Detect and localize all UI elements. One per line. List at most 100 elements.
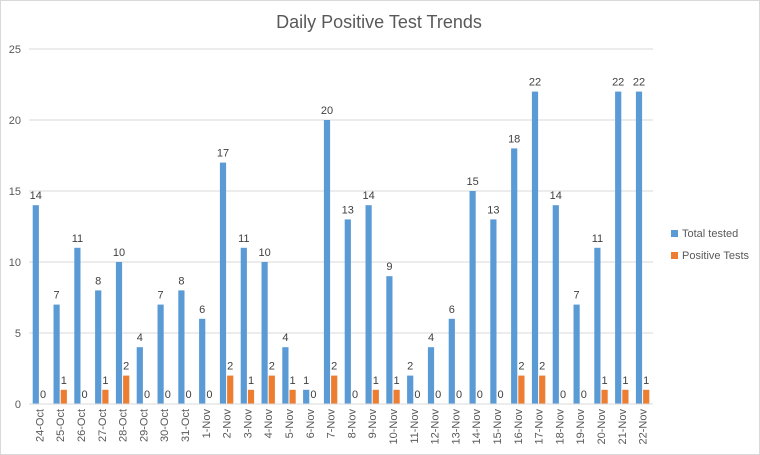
- bar-positive-tests: [643, 389, 650, 404]
- data-label-positive-tests: 0: [352, 389, 358, 401]
- bar-total-tested: [615, 91, 622, 404]
- data-label-total-tested: 8: [95, 275, 101, 287]
- bar-positive-tests: [539, 375, 546, 404]
- data-label-total-tested: 1: [303, 375, 309, 387]
- data-label-total-tested: 22: [529, 77, 541, 89]
- data-label-total-tested: 10: [258, 247, 270, 259]
- x-tick-label: 15-Nov: [492, 409, 504, 445]
- data-label-total-tested: 20: [321, 105, 333, 117]
- x-tick-label: 3-Nov: [242, 409, 254, 439]
- data-label-positive-tests: 1: [643, 375, 649, 387]
- data-label-total-tested: 15: [466, 176, 478, 188]
- data-label-positive-tests: 0: [498, 389, 504, 401]
- bar-total-tested: [219, 162, 227, 404]
- data-label-positive-tests: 1: [248, 375, 254, 387]
- bar-positive-tests: [372, 389, 379, 404]
- data-label-total-tested: 14: [362, 190, 374, 202]
- x-tick-label: 25-Oct: [55, 409, 67, 442]
- bar-total-tested: [490, 219, 497, 404]
- bar-positive-tests: [60, 389, 67, 404]
- x-tick-label: 24-Oct: [34, 409, 46, 442]
- data-label-positive-tests: 0: [310, 389, 316, 401]
- data-label-positive-tests: 1: [373, 375, 379, 387]
- x-tick-label: 16-Nov: [513, 409, 525, 445]
- bar-total-tested: [303, 389, 310, 404]
- data-label-total-tested: 13: [487, 204, 499, 216]
- x-tick-label: 8-Nov: [346, 409, 358, 439]
- x-tick-label: 17-Nov: [534, 409, 546, 445]
- bar-total-tested: [511, 148, 518, 404]
- bar-total-tested: [531, 91, 539, 404]
- bar-total-tested: [469, 191, 476, 404]
- data-label-total-tested: 4: [282, 332, 288, 344]
- bar-total-tested: [95, 290, 102, 404]
- legend: Total tested Positive Tests: [671, 228, 750, 262]
- bar-total-tested: [386, 276, 393, 404]
- bar-total-tested: [448, 318, 455, 404]
- y-tick-label: 25: [9, 44, 21, 56]
- x-tick-label: 22-Nov: [638, 409, 650, 445]
- data-label-positive-tests: 0: [186, 389, 192, 401]
- data-label-positive-tests: 0: [40, 389, 46, 401]
- data-label-total-tested: 11: [592, 233, 603, 245]
- data-label-total-tested: 14: [550, 190, 562, 202]
- data-label-positive-tests: 1: [102, 375, 108, 387]
- bar-total-tested: [282, 347, 289, 404]
- data-label-positive-tests: 0: [581, 389, 587, 401]
- bar-total-tested: [32, 205, 39, 404]
- data-label-total-tested: 6: [449, 304, 455, 316]
- data-label-total-tested: 11: [238, 233, 249, 245]
- data-label-total-tested: 14: [30, 190, 42, 202]
- legend-label-positive-tests: Positive Tests: [682, 250, 750, 262]
- bar-positive-tests: [289, 389, 296, 404]
- data-label-total-tested: 13: [342, 204, 354, 216]
- x-tick-label: 11-Nov: [409, 409, 421, 444]
- x-tick-label: 31-Oct: [180, 409, 192, 442]
- bar-total-tested: [344, 219, 351, 404]
- bar-positive-tests: [331, 375, 338, 404]
- data-label-positive-tests: 2: [539, 361, 545, 373]
- bar-total-tested: [427, 347, 435, 404]
- x-tick-label: 30-Oct: [159, 409, 171, 442]
- data-label-positive-tests: 0: [477, 389, 483, 401]
- bar-positive-tests: [268, 375, 275, 404]
- data-label-positive-tests: 1: [290, 375, 296, 387]
- bar-total-tested: [199, 318, 206, 404]
- x-tick-label: 19-Nov: [575, 409, 587, 445]
- y-tick-label: 5: [15, 328, 21, 340]
- bar-positive-tests: [622, 389, 629, 404]
- data-label-positive-tests: 0: [456, 389, 462, 401]
- gridlines: [29, 48, 653, 405]
- x-tick-label: 20-Nov: [596, 409, 608, 445]
- y-tick-label: 0: [15, 399, 21, 411]
- x-axis: 24-Oct 25-Oct 26-Oct 27-Oct 28-Oct 29-Oct 30-O…: [29, 403, 653, 445]
- bar-total-tested: [552, 205, 559, 404]
- bar-total-tested: [261, 262, 268, 404]
- data-label-positive-tests: 0: [144, 389, 150, 401]
- x-tick-label: 4-Nov: [263, 409, 275, 439]
- x-tick-label: 10-Nov: [388, 409, 400, 445]
- bar-positive-tests: [393, 389, 400, 404]
- data-label-positive-tests: 2: [123, 361, 129, 373]
- bar-positive-tests: [247, 389, 255, 404]
- data-label-positive-tests: 0: [82, 389, 88, 401]
- data-label-positive-tests: 0: [560, 389, 566, 401]
- legend-swatch-positive-tests: [671, 252, 678, 259]
- data-label-positive-tests: 1: [394, 375, 400, 387]
- data-label-total-tested: 7: [158, 290, 164, 302]
- bar-positive-tests: [102, 389, 109, 404]
- data-label-positive-tests: 2: [331, 361, 337, 373]
- bar-total-tested: [115, 262, 123, 404]
- data-label-total-tested: 22: [633, 77, 645, 89]
- bar-positive-tests: [123, 375, 130, 404]
- y-axis: 0 5 10 15 20 25: [9, 44, 21, 411]
- data-label-total-tested: 17: [217, 148, 229, 160]
- data-label-total-tested: 4: [428, 332, 434, 344]
- bar-total-tested: [53, 304, 60, 404]
- x-tick-label: 9-Nov: [367, 409, 379, 439]
- y-tick-label: 15: [9, 186, 21, 198]
- x-tick-label: 12-Nov: [430, 409, 442, 445]
